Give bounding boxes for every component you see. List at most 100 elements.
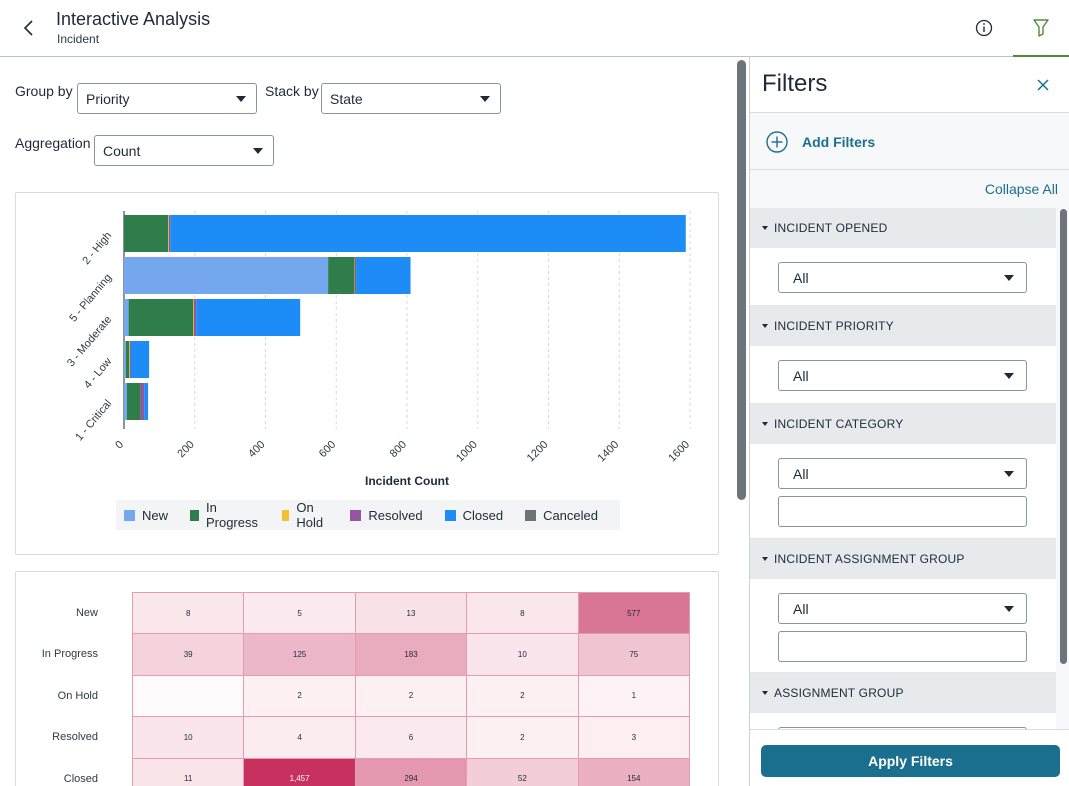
group-by-select[interactable]: Priority (77, 83, 257, 114)
heatmap-cell[interactable]: 6 (354, 716, 468, 759)
close-filters-button[interactable] (1035, 77, 1051, 93)
bar-segment[interactable] (140, 383, 145, 420)
section-incident-opened[interactable]: INCIDENT OPENED (750, 208, 1056, 248)
group-by-label: Group by (15, 83, 73, 99)
select-value: All (793, 601, 809, 617)
x-axis-label: Incident Count (365, 474, 449, 488)
bar-segment[interactable] (354, 257, 357, 294)
bar-segment[interactable] (124, 257, 329, 294)
heatmap-row-label: Closed (63, 772, 98, 785)
bar-segment[interactable] (124, 299, 129, 336)
bar-segment[interactable] (129, 341, 131, 378)
heatmap-cell[interactable]: 13 (354, 592, 468, 635)
incident-category-select[interactable]: All (778, 458, 1027, 489)
filters-scrollbar[interactable] (1060, 209, 1067, 664)
page-subtitle: Incident (57, 32, 100, 46)
heatmap-cell[interactable]: 1,457 (243, 757, 356, 786)
x-tick-label: 0 (113, 439, 126, 452)
heatmap-cell[interactable]: 1 (577, 674, 690, 718)
bar-segment[interactable] (194, 299, 197, 336)
heatmap-cell[interactable]: 4 (243, 716, 356, 759)
caret-down-icon (762, 422, 768, 426)
heatmap-cell[interactable]: 11 (132, 757, 245, 786)
group-by-value: Priority (86, 91, 130, 107)
bar-segment[interactable] (124, 383, 127, 420)
heatmap-cell[interactable]: 3 (577, 716, 690, 759)
heatmap-cell[interactable]: 2 (243, 674, 356, 718)
legend-swatch (124, 509, 135, 521)
incident-priority-select[interactable]: All (778, 360, 1027, 391)
legend-label: In Progress (205, 500, 258, 530)
bar-segment[interactable] (168, 215, 170, 252)
legend-item[interactable]: On Hold (282, 500, 328, 530)
incident-category-input[interactable] (778, 496, 1027, 527)
bar-segment[interactable] (130, 341, 132, 378)
heatmap-cell[interactable]: 52 (466, 757, 579, 786)
incident-assignment-group-input[interactable] (778, 631, 1027, 662)
bar-segment[interactable] (196, 299, 301, 336)
chevron-left-icon (23, 20, 33, 36)
heatmap-cell[interactable]: 125 (243, 633, 356, 676)
heatmap-cell[interactable]: 2 (354, 674, 468, 718)
stack-by-value: State (330, 91, 363, 107)
heatmap-cell[interactable]: 154 (577, 757, 690, 786)
main-scrollbar[interactable] (737, 60, 746, 500)
bar-segment[interactable] (128, 299, 194, 336)
heatmap-cell[interactable] (132, 674, 245, 718)
legend-item[interactable]: In Progress (190, 500, 260, 530)
funnel-icon (1033, 19, 1049, 37)
bar-segment[interactable] (124, 341, 126, 378)
legend-swatch (525, 509, 537, 521)
section-assignment-group[interactable]: ASSIGNMENT GROUP (750, 673, 1056, 713)
heatmap-cell[interactable]: 577 (577, 592, 690, 635)
heatmap-cell[interactable]: 183 (354, 633, 468, 676)
bar-segment[interactable] (168, 215, 171, 252)
heatmap-cell[interactable]: 294 (354, 757, 468, 786)
chart-card: 2 - High 5 - Planning 3 - Moderate 4 - Low 1… (15, 192, 719, 555)
stack-by-select[interactable]: State (321, 83, 501, 114)
heatmap-cell[interactable]: 39 (132, 633, 245, 676)
apply-filters-button[interactable]: Apply Filters (761, 745, 1060, 777)
aggregation-select[interactable]: Count (94, 135, 274, 166)
heatmap-cell[interactable]: 8 (466, 592, 579, 635)
bar-segment[interactable] (193, 299, 195, 336)
legend-label: Canceled (543, 507, 598, 523)
heatmap-card: New 8 5 13 8 577 In Progress 39 125 183 10 75 On Hol… (15, 571, 719, 786)
incident-opened-select[interactable]: All (778, 262, 1027, 293)
heatmap-cell[interactable]: 75 (577, 633, 690, 676)
add-filters-button[interactable]: Add Filters (766, 130, 875, 154)
section-incident-assignment-group[interactable]: INCIDENT ASSIGNMENT GROUP (750, 539, 1056, 579)
section-body: All (750, 444, 1056, 539)
bar-segment[interactable] (328, 257, 355, 294)
heatmap-cell[interactable]: 2 (466, 716, 579, 759)
section-incident-category[interactable]: INCIDENT CATEGORY (750, 404, 1056, 444)
legend-item[interactable]: New (124, 508, 168, 523)
heatmap-cell[interactable]: 5 (243, 592, 356, 635)
heatmap-cell[interactable]: 2 (466, 674, 579, 718)
legend-item[interactable]: Resolved (350, 508, 423, 523)
stack-by-label: Stack by (265, 83, 319, 99)
back-button[interactable] (18, 14, 40, 42)
heatmap-cell[interactable]: 10 (466, 633, 579, 676)
section-incident-priority[interactable]: INCIDENT PRIORITY (750, 306, 1056, 346)
legend-item[interactable]: Canceled (525, 508, 598, 523)
legend-item[interactable]: Closed (444, 508, 503, 523)
legend-swatch (190, 509, 199, 521)
category-label: 1 - Critical (73, 398, 114, 444)
info-button[interactable] (972, 16, 996, 40)
x-tick-label: 400 (246, 439, 267, 460)
filter-toggle-button[interactable] (1013, 0, 1069, 58)
bar-segment[interactable] (144, 383, 149, 420)
bar-segment[interactable] (356, 257, 411, 294)
bar-segment[interactable] (170, 215, 686, 252)
collapse-all-link[interactable]: Collapse All (984, 181, 1058, 197)
heatmap-cell[interactable]: 8 (132, 592, 245, 635)
bar-segment[interactable] (130, 341, 150, 378)
heatmap-cell[interactable]: 10 (132, 716, 245, 759)
incident-assignment-group-select[interactable]: All (778, 593, 1027, 624)
bar-segment[interactable] (124, 215, 169, 252)
bar-segment[interactable] (125, 341, 130, 378)
bar-segment[interactable] (126, 383, 141, 420)
x-tick-label: 800 (388, 439, 409, 460)
